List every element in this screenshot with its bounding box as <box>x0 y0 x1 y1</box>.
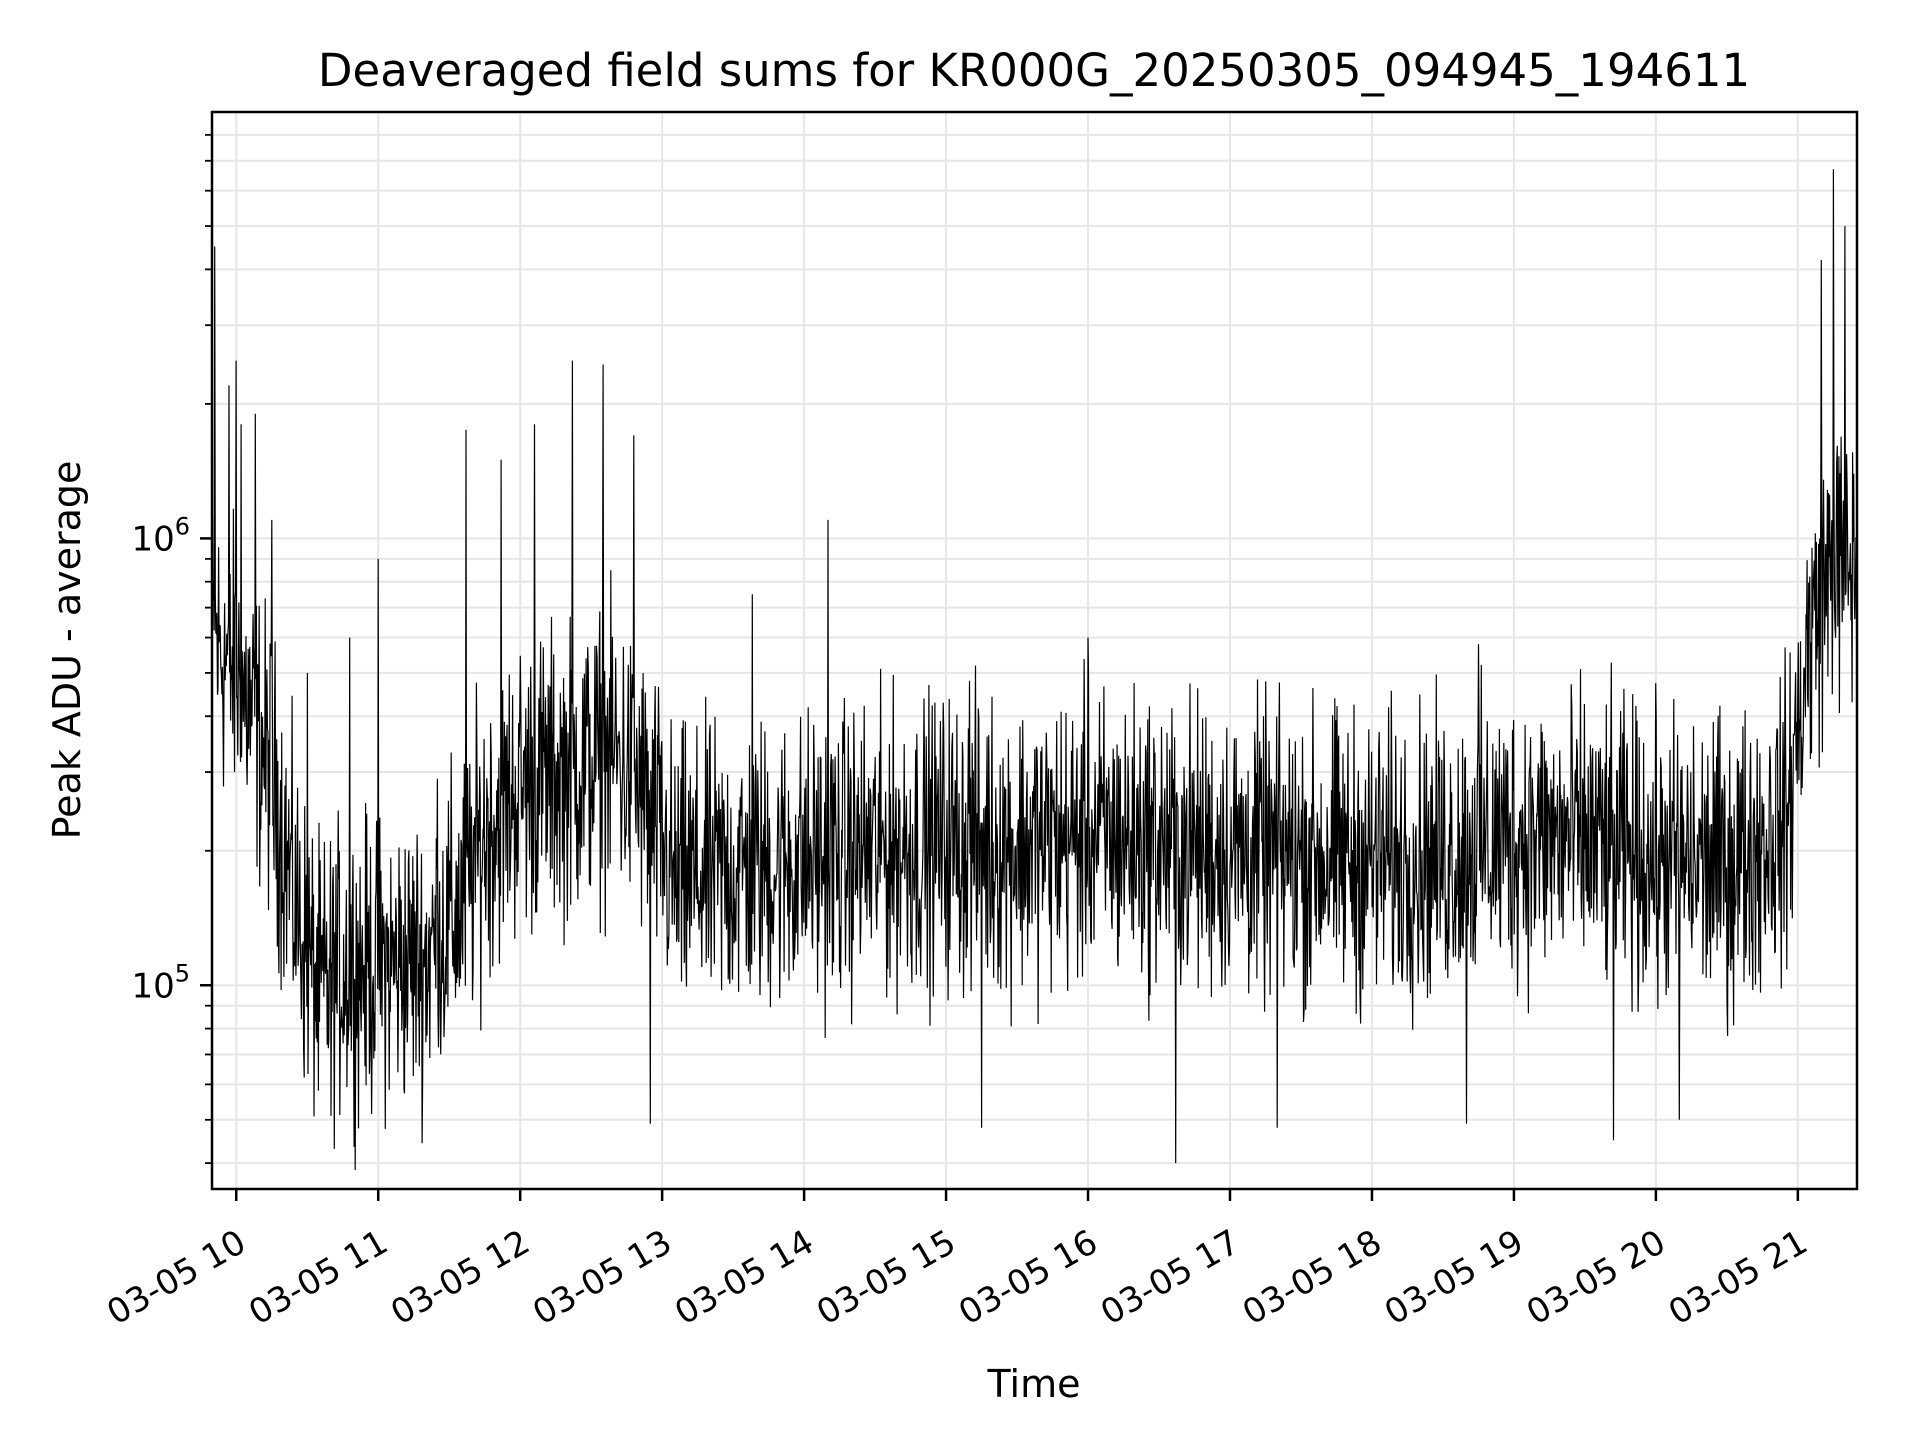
chart-title: Deaveraged field sums for KR000G_2025030… <box>318 44 1750 97</box>
y-axis-label: Peak ADU - average <box>45 461 89 840</box>
y-axis: 105 106 <box>131 133 212 1164</box>
series-line <box>212 169 1857 1171</box>
y-tick-label: 105 <box>131 959 190 1006</box>
series-path <box>212 169 1857 1171</box>
x-axis-label: Time <box>987 1362 1081 1406</box>
y-tick-label: 106 <box>131 512 190 559</box>
plot-frame <box>210 110 1859 1191</box>
